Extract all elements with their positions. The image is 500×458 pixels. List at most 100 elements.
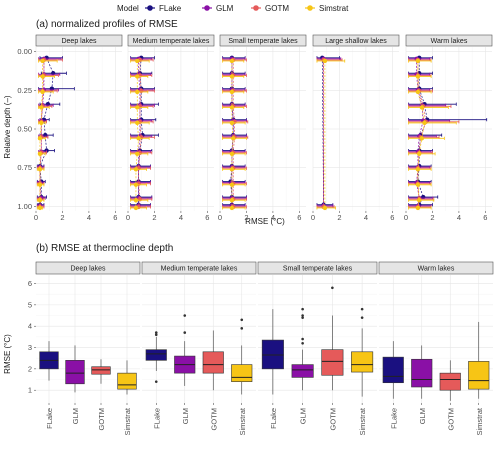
x-tick-label: FLake: [152, 408, 161, 429]
y-tick-label: 4: [28, 322, 32, 331]
legend-key-marker: [204, 5, 210, 11]
x-tick-label: 6: [297, 213, 301, 222]
profile-point: [229, 89, 235, 95]
box-outlier: [301, 316, 304, 319]
box-outlier: [154, 333, 158, 337]
x-tick-label: GOTM: [97, 408, 106, 431]
profile-point: [415, 167, 421, 172]
legend-label: GOTM: [265, 4, 289, 13]
profile-point: [133, 167, 139, 172]
box-body: [439, 372, 461, 391]
legend-key-marker: [147, 5, 153, 11]
facet-strip-label: Warm lakes: [431, 38, 468, 45]
x-tick-label: 4: [364, 213, 368, 222]
profile-point: [415, 58, 421, 64]
profile-point: [229, 151, 235, 157]
x-tick-label: 0: [126, 213, 130, 222]
profile-line: [417, 57, 428, 205]
box-outlier: [301, 341, 304, 345]
y-tick-label: 2: [28, 364, 32, 373]
y-tick-label: 0.50: [17, 125, 32, 134]
chart-a-xlabel: RMSE (°C): [245, 217, 285, 226]
x-tick-label: 4: [271, 213, 275, 222]
box-body: [91, 366, 111, 375]
profile-point: [49, 86, 55, 91]
x-tick-label: 4: [457, 213, 461, 222]
facet-strip: [219, 34, 307, 47]
legend-key-marker: [307, 5, 313, 11]
box-outlier: [360, 307, 364, 311]
facet-a: Medium temperate lakes 0 2 4 6: [126, 34, 215, 222]
profile-point: [37, 198, 43, 203]
profile-point: [51, 71, 56, 76]
x-tick-label: FLake: [389, 408, 398, 429]
profile-point: [45, 101, 51, 107]
facet-strip-label: Deep lakes: [70, 266, 106, 273]
facet-b: Warm lakes FLake GLM GOTM Simstrat: [378, 261, 494, 436]
box-body: [261, 339, 284, 370]
legend-key-marker: [253, 5, 259, 11]
facet-strip-label: Medium temperate lakes: [133, 38, 210, 45]
box-outlier: [331, 286, 334, 290]
box-body: [382, 356, 404, 384]
box-body: [65, 360, 85, 385]
chart-b-title: (b) RMSE at thermocline depth: [36, 243, 173, 254]
x-tick-label: 4: [179, 213, 183, 222]
facet-strip: [405, 34, 493, 47]
profile-point: [37, 182, 43, 187]
x-tick-label: GLM: [181, 408, 190, 424]
x-tick-label: FLake: [45, 408, 54, 429]
profile-point: [133, 205, 139, 211]
x-tick-label: 4: [87, 213, 91, 222]
profile-point: [135, 74, 140, 79]
y-tick-label: 0.25: [17, 86, 32, 95]
profile-point: [415, 205, 421, 211]
facet-strip: [257, 261, 378, 275]
x-tick-label: GOTM: [446, 408, 455, 431]
legend-title: Model: [117, 4, 139, 13]
profile-point: [139, 88, 144, 94]
facet-strip-label: Small temperate lakes: [228, 38, 298, 45]
profile-point: [417, 198, 422, 203]
x-tick-label: GLM: [71, 408, 80, 424]
x-tick-label: 2: [244, 213, 248, 222]
box-body: [291, 364, 314, 378]
profile-point: [415, 182, 421, 187]
profile-point: [37, 151, 43, 157]
legend-label: GLM: [216, 4, 234, 13]
facet-b: Medium temperate lakes FLake GLM GOTM Simstr…: [141, 261, 257, 436]
x-tick-label: 0: [404, 213, 408, 222]
x-tick-label: GOTM: [209, 408, 218, 431]
facet-a: Warm lakes 0 2 4 6: [404, 34, 493, 222]
profile-line: [417, 59, 427, 207]
box-body: [321, 349, 344, 376]
facet-strip-label: Medium temperate lakes: [161, 266, 238, 273]
profile-point: [419, 136, 425, 141]
x-tick-label: Simstrat: [358, 407, 367, 435]
x-tick-label: 0: [34, 213, 38, 222]
panel-b: (b) RMSE at thermocline depth RMSE (°C) …: [3, 243, 494, 436]
box-body: [202, 351, 224, 374]
facet-a: Deep lakes 0 2 4 6 0.00 0.25 0.50 0.75 1.00: [17, 34, 123, 222]
profile-point: [419, 105, 425, 110]
box-outlier: [301, 337, 304, 341]
profile-point: [229, 105, 235, 110]
facet-b: Small temperate lakes FLake GLM GOTM Simstra…: [257, 261, 378, 436]
box-outlier: [240, 327, 244, 330]
profile-point: [40, 74, 45, 79]
x-tick-label: GOTM: [328, 408, 337, 431]
x-tick-label: 2: [152, 213, 156, 222]
legend-label: Simstrat: [319, 4, 349, 13]
panel-a: (a) normalized profiles of RMSE Relative…: [3, 19, 493, 226]
facet-strip-label: Large shallow lakes: [325, 38, 387, 45]
facet-strip: [35, 34, 123, 47]
profile-point: [39, 105, 44, 110]
profile-point: [137, 196, 143, 202]
profile-point: [135, 151, 140, 157]
y-tick-label: 1.00: [17, 202, 32, 211]
legend: Model FLake GLM GOTM Simstrat: [117, 4, 349, 13]
facet-panel: [258, 275, 377, 403]
profile-point: [39, 120, 44, 126]
